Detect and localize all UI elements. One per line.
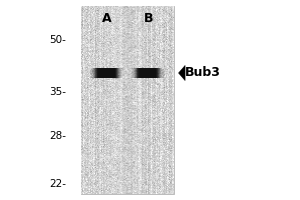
- Text: 50-: 50-: [49, 35, 66, 45]
- Text: A: A: [102, 11, 111, 24]
- Text: 28-: 28-: [49, 131, 66, 141]
- Text: Bub3: Bub3: [184, 66, 220, 79]
- Text: 35-: 35-: [49, 87, 66, 97]
- Polygon shape: [178, 65, 185, 81]
- Text: 22-: 22-: [49, 179, 66, 189]
- Bar: [81, 6, 174, 194]
- Text: B: B: [144, 11, 153, 24]
